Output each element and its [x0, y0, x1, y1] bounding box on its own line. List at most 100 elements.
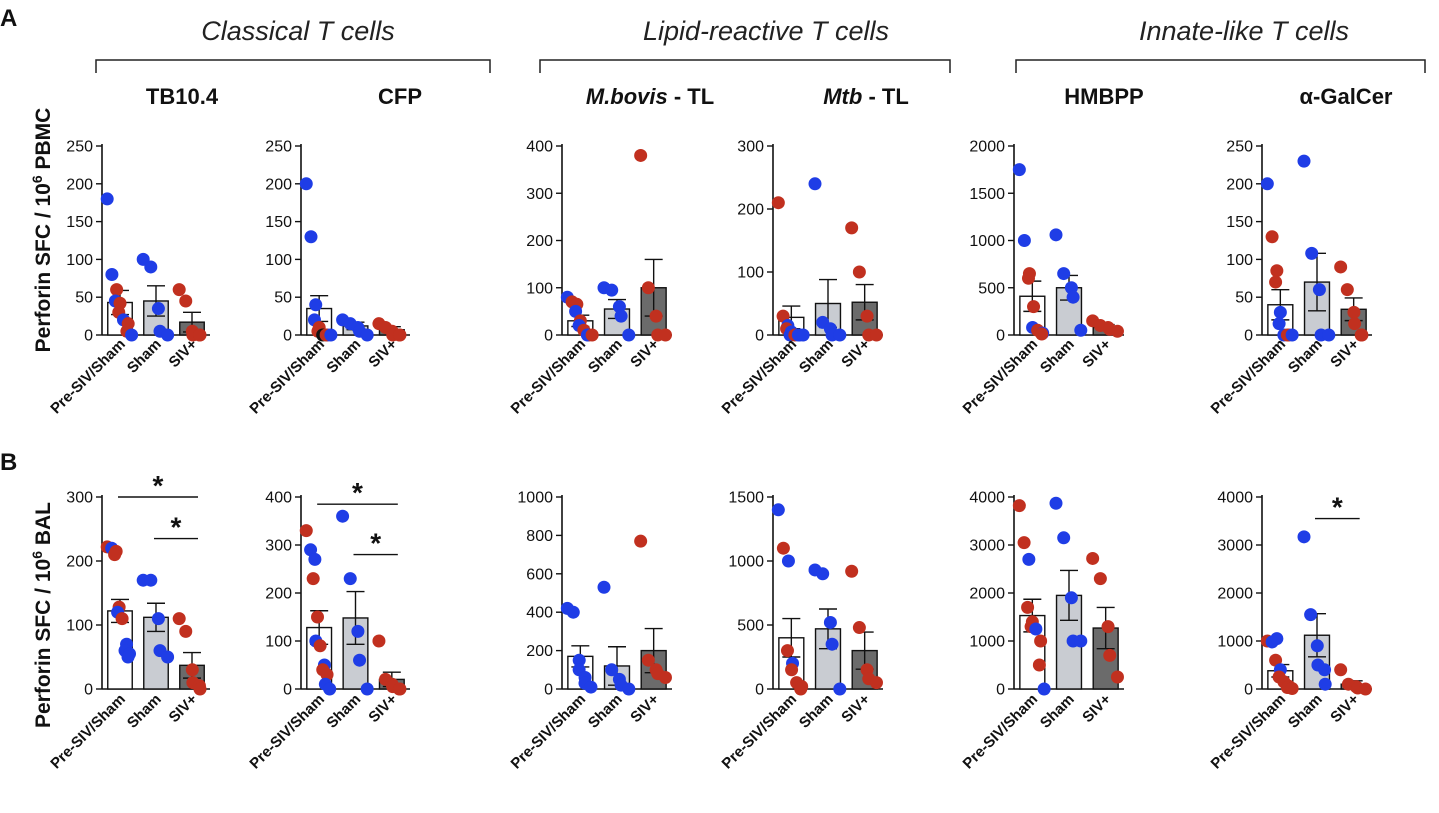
- data-point: [1273, 305, 1287, 319]
- data-point: [641, 281, 655, 295]
- stimulus-agalcer: α-GalCer: [1300, 84, 1393, 109]
- data-point: [771, 196, 785, 210]
- data-point: [869, 676, 883, 690]
- data-point: [658, 670, 672, 684]
- data-point: [1035, 327, 1049, 341]
- data-point: [304, 230, 318, 244]
- panel-letter-a: A: [0, 5, 17, 32]
- data-point: [1022, 552, 1036, 566]
- data-point: [572, 653, 586, 667]
- stimulus-hmbpp-text: HMBPP: [1064, 84, 1143, 109]
- data-point: [1272, 317, 1286, 331]
- data-point: [1103, 648, 1117, 662]
- x-category-label: Sham: [1037, 336, 1078, 377]
- data-point: [794, 682, 808, 696]
- data-point: [566, 605, 580, 619]
- data-point: [641, 653, 655, 667]
- x-category-label: Pre-SIV/Sham: [246, 691, 328, 773]
- data-point: [1358, 682, 1372, 696]
- y-axis-label-pbmc: Perforin SFC / 106 PBMC: [29, 108, 55, 353]
- y-label-a-post: PBMC: [32, 108, 55, 176]
- x-category-label: SIV+: [1079, 691, 1114, 726]
- data-point: [1297, 530, 1311, 544]
- data-point: [658, 328, 672, 342]
- x-category-label: Sham: [796, 336, 837, 377]
- data-point: [605, 283, 619, 297]
- group-title-innate: Innate-like T cells: [1139, 16, 1349, 46]
- data-point: [1057, 531, 1071, 545]
- significance-star: *: [1332, 492, 1343, 523]
- data-point: [105, 268, 119, 282]
- significance-star: *: [153, 470, 164, 501]
- data-point: [780, 644, 794, 658]
- x-category-label: Pre-SIV/Sham: [47, 336, 129, 418]
- y-tick-label: 400: [265, 490, 292, 507]
- data-point: [360, 682, 374, 696]
- y-tick-label: 50: [75, 290, 93, 307]
- stimulus-mbovis-tl: M.bovis - TL: [586, 84, 714, 109]
- x-category-label: Pre-SIV/Sham: [246, 336, 328, 418]
- data-point: [1101, 620, 1115, 634]
- stimulus-cfp-text: CFP: [378, 84, 422, 109]
- data-point: [825, 637, 839, 651]
- y-tick-label: 200: [66, 554, 93, 571]
- stimulus-hmbpp: HMBPP: [1064, 84, 1143, 109]
- data-point: [1021, 271, 1035, 285]
- data-point: [1265, 230, 1279, 244]
- x-category-label: SIV+: [1079, 336, 1114, 371]
- data-point: [299, 524, 313, 538]
- y-tick-label: 2000: [1217, 586, 1253, 603]
- data-point: [360, 328, 374, 342]
- y-label-b-pre: Perforin SFC / 10: [32, 559, 55, 728]
- x-category-label: Pre-SIV/Sham: [47, 691, 129, 773]
- data-point: [852, 621, 866, 635]
- data-point: [393, 682, 407, 696]
- data-point: [1064, 591, 1078, 605]
- y-tick-label: 2000: [969, 139, 1005, 156]
- y-tick-label: 1500: [728, 490, 764, 507]
- y-tick-label: 1000: [969, 233, 1005, 250]
- data-point: [151, 302, 165, 316]
- y-tick-label: 0: [1244, 328, 1253, 345]
- data-point: [1029, 622, 1043, 636]
- data-point: [860, 309, 874, 323]
- y-tick-label: 1000: [517, 490, 553, 507]
- data-point: [1021, 600, 1035, 614]
- data-point: [393, 328, 407, 342]
- y-tick-label: 0: [544, 682, 553, 699]
- x-category-label: SIV+: [365, 336, 400, 371]
- data-point: [823, 615, 837, 629]
- data-point: [1027, 300, 1041, 314]
- data-point: [299, 177, 313, 191]
- data-point: [1270, 632, 1284, 646]
- y-tick-label: 0: [755, 328, 764, 345]
- data-point: [308, 552, 322, 566]
- y-tick-label: 0: [283, 328, 292, 345]
- data-point: [771, 503, 785, 517]
- y-tick-label: 200: [526, 643, 553, 660]
- data-point: [776, 541, 790, 555]
- y-tick-label: 250: [1226, 139, 1253, 156]
- y-tick-label: 200: [737, 202, 764, 219]
- y-tick-label: 0: [996, 328, 1005, 345]
- y-tick-label: 500: [737, 618, 764, 635]
- data-point: [833, 682, 847, 696]
- y-tick-label: 150: [1226, 214, 1253, 231]
- stimulus-mtb-italic: Mtb: [823, 84, 862, 109]
- bracket-lipid: [539, 59, 951, 73]
- x-category-label: Sham: [1285, 336, 1326, 377]
- data-point: [1037, 682, 1051, 696]
- data-point: [1049, 496, 1063, 510]
- data-point: [852, 265, 866, 279]
- data-point: [179, 294, 193, 308]
- data-point: [605, 663, 619, 677]
- x-category-label: Sham: [1285, 691, 1326, 732]
- y-tick-label: 300: [737, 139, 764, 156]
- x-category-label: Pre-SIV/Sham: [960, 691, 1042, 773]
- data-point: [845, 221, 859, 235]
